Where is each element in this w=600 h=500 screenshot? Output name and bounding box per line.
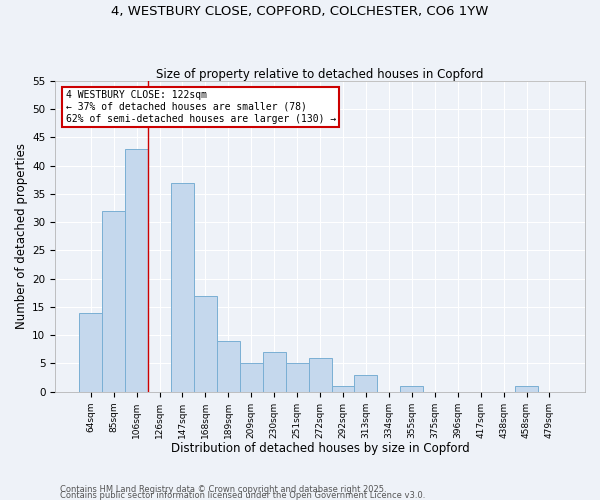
Bar <box>79 312 102 392</box>
Bar <box>217 341 240 392</box>
Bar <box>102 211 125 392</box>
Bar <box>515 386 538 392</box>
Text: 4, WESTBURY CLOSE, COPFORD, COLCHESTER, CO6 1YW: 4, WESTBURY CLOSE, COPFORD, COLCHESTER, … <box>112 5 488 18</box>
Title: Size of property relative to detached houses in Copford: Size of property relative to detached ho… <box>157 68 484 81</box>
Bar <box>240 364 263 392</box>
Bar <box>355 375 377 392</box>
Text: Contains HM Land Registry data © Crown copyright and database right 2025.: Contains HM Land Registry data © Crown c… <box>60 484 386 494</box>
Bar <box>332 386 355 392</box>
Bar <box>286 364 308 392</box>
X-axis label: Distribution of detached houses by size in Copford: Distribution of detached houses by size … <box>170 442 469 455</box>
Bar <box>194 296 217 392</box>
Text: 4 WESTBURY CLOSE: 122sqm
← 37% of detached houses are smaller (78)
62% of semi-d: 4 WESTBURY CLOSE: 122sqm ← 37% of detach… <box>66 90 336 124</box>
Bar <box>400 386 423 392</box>
Bar <box>171 182 194 392</box>
Bar <box>263 352 286 392</box>
Text: Contains public sector information licensed under the Open Government Licence v3: Contains public sector information licen… <box>60 490 425 500</box>
Bar <box>125 149 148 392</box>
Y-axis label: Number of detached properties: Number of detached properties <box>15 144 28 330</box>
Bar <box>308 358 332 392</box>
